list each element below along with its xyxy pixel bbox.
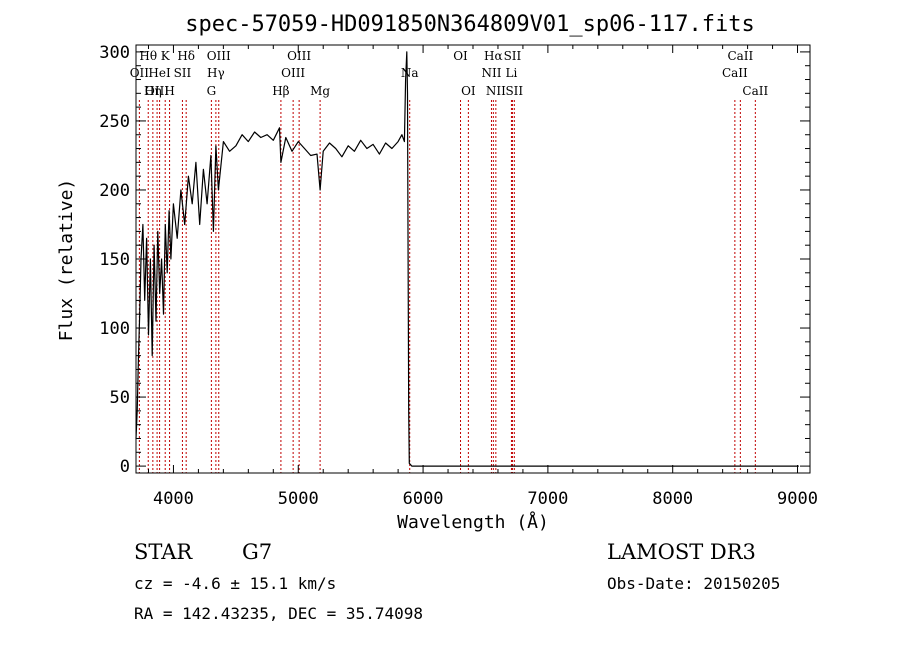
y-tick-label: 0 [120, 457, 130, 477]
spectral-line-label: Hθ [139, 49, 157, 63]
spectral-line-label: Hβ [272, 84, 289, 98]
y-tick-label: 100 [99, 319, 130, 339]
spectral-line-label: H [164, 84, 174, 98]
spectral-line-label: CaII [722, 66, 748, 80]
spectral-line-label: Hγ [207, 66, 225, 80]
x-tick-label: 5000 [278, 489, 319, 509]
spectral-line-label: OI [453, 49, 468, 63]
spectral-line-label: CaII [727, 49, 753, 63]
spectral-line-label: OIII [281, 66, 305, 80]
coordinates: RA = 142.43235, DEC = 35.74098 [134, 604, 423, 623]
object-class: STAR [134, 540, 193, 564]
observation-date: Obs-Date: 20150205 [607, 574, 780, 593]
x-tick-label: 6000 [403, 489, 444, 509]
y-tick-label: 150 [99, 250, 130, 270]
spectral-line-label: OI [461, 84, 476, 98]
plot-frame [135, 44, 811, 474]
spectral-line-label: Li [506, 66, 518, 80]
spectral-line-label: OII [130, 66, 150, 80]
spectral-line-label: Hα [484, 49, 503, 63]
spectral-line-label: SII [505, 84, 523, 98]
spectral-line-label: CaII [742, 84, 768, 98]
object-subclass: G7 [242, 540, 272, 564]
spectral-line-label: Mg [310, 84, 330, 98]
x-tick-label: 7000 [527, 489, 568, 509]
x-tick-label: 8000 [652, 489, 693, 509]
spectral-line-label: G [207, 84, 217, 98]
chart-title: spec-57059-HD091850N364809V01_sp06-117.f… [185, 12, 755, 37]
y-axis: 0 50 100 150 200 250 300 [99, 43, 810, 477]
y-tick-label: 300 [99, 43, 130, 63]
spectral-line-label: OIII [287, 49, 311, 63]
spectral-line-label: HeI [148, 66, 171, 80]
spectral-line-label: K [161, 49, 171, 63]
spectral-line-label: NII [481, 66, 501, 80]
spectral-line-label: NII [486, 84, 506, 98]
redshift-cz: cz = -4.6 ± 15.1 km/s [134, 574, 336, 593]
spectral-line-label: Hη [144, 84, 162, 98]
y-tick-label: 50 [110, 388, 130, 408]
survey-name: LAMOST DR3 [607, 540, 756, 564]
spectral-line-label: OIII [145, 84, 169, 98]
series-layer [135, 51, 799, 467]
spectral-line-label: SII [174, 66, 192, 80]
x-tick-label: 9000 [777, 489, 818, 509]
x-axis-label: Wavelength (Å) [397, 511, 549, 533]
spectrum-line [135, 51, 799, 467]
spectral-line-label: Na [401, 66, 419, 80]
y-tick-label: 200 [99, 181, 130, 201]
y-axis-label: Flux (relative) [56, 179, 77, 342]
spectral-line-label: OIII [207, 49, 231, 63]
spectral-line-label: SII [504, 49, 522, 63]
spectral-line-label: Hδ [177, 49, 195, 63]
y-tick-label: 250 [99, 112, 130, 132]
x-axis: 4000 5000 6000 7000 8000 9000 [147, 45, 818, 509]
x-tick-label: 4000 [153, 489, 194, 509]
